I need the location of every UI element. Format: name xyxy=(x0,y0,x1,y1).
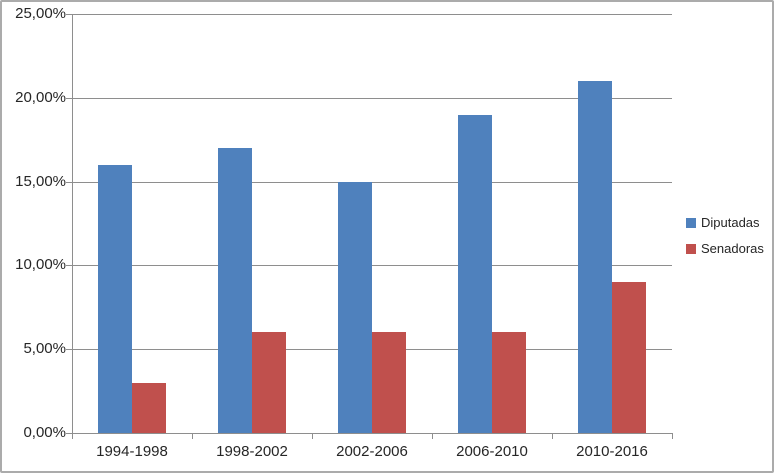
bar-diputadas-1998-2002 xyxy=(218,148,252,433)
y-axis-tick-label: 0,00% xyxy=(23,424,66,441)
legend-swatch-diputadas xyxy=(686,218,696,228)
bar-senadoras-2006-2010 xyxy=(492,332,526,433)
bar-diputadas-2002-2006 xyxy=(338,181,372,433)
x-tick-4 xyxy=(552,433,553,439)
x-tick-3 xyxy=(432,433,433,439)
bar-senadoras-1998-2002 xyxy=(252,332,286,433)
x-axis-category-label: 2010-2016 xyxy=(576,443,648,460)
legend: Diputadas Senadoras xyxy=(686,215,764,267)
y-axis-labels: 0,00% 5,00% 10,00% 15,00% 20,00% 25,00% xyxy=(2,2,72,471)
gridline-10 xyxy=(72,265,672,267)
y-tick-20 xyxy=(66,97,72,99)
y-axis-tick-label: 10,00% xyxy=(15,256,66,274)
y-tick-5 xyxy=(66,349,72,351)
gridline-15 xyxy=(72,181,672,183)
x-tick-1 xyxy=(192,433,193,439)
legend-swatch-senadoras xyxy=(686,244,696,254)
gridline-25 xyxy=(72,14,672,15)
x-axis-category-label: 1998-2002 xyxy=(216,443,288,460)
bar-senadoras-1994-1998 xyxy=(132,382,166,433)
bar-senadoras-2010-2016 xyxy=(612,282,646,433)
bar-diputadas-2010-2016 xyxy=(578,81,612,433)
x-tick-2 xyxy=(312,433,313,439)
y-tick-25 xyxy=(66,14,72,15)
x-axis-category-label: 1994-1998 xyxy=(96,443,168,460)
bar-diputadas-2006-2010 xyxy=(458,114,492,433)
x-tick-0 xyxy=(72,433,73,439)
y-tick-0 xyxy=(66,433,72,434)
plot-area xyxy=(66,14,673,439)
legend-item-diputadas: Diputadas xyxy=(686,215,764,231)
x-tick-5 xyxy=(672,433,673,439)
y-axis-tick-label: 5,00% xyxy=(23,340,66,358)
y-tick-10 xyxy=(66,265,72,267)
y-axis-line xyxy=(72,14,73,433)
x-axis-category-label: 2002-2006 xyxy=(336,443,408,460)
gridline-20 xyxy=(72,97,672,99)
legend-label: Diputadas xyxy=(701,215,760,230)
legend-item-senadoras: Senadoras xyxy=(686,241,764,257)
y-axis-tick-label: 20,00% xyxy=(15,88,66,106)
legend-label: Senadoras xyxy=(701,241,764,256)
bar-diputadas-1994-1998 xyxy=(98,164,132,433)
y-tick-15 xyxy=(66,181,72,183)
x-axis-line xyxy=(72,433,672,434)
bar-senadoras-2002-2006 xyxy=(372,332,406,433)
y-axis-tick-label: 15,00% xyxy=(15,172,66,190)
x-axis-category-label: 2006-2010 xyxy=(456,443,528,460)
y-axis-tick-label: 25,00% xyxy=(15,5,66,22)
